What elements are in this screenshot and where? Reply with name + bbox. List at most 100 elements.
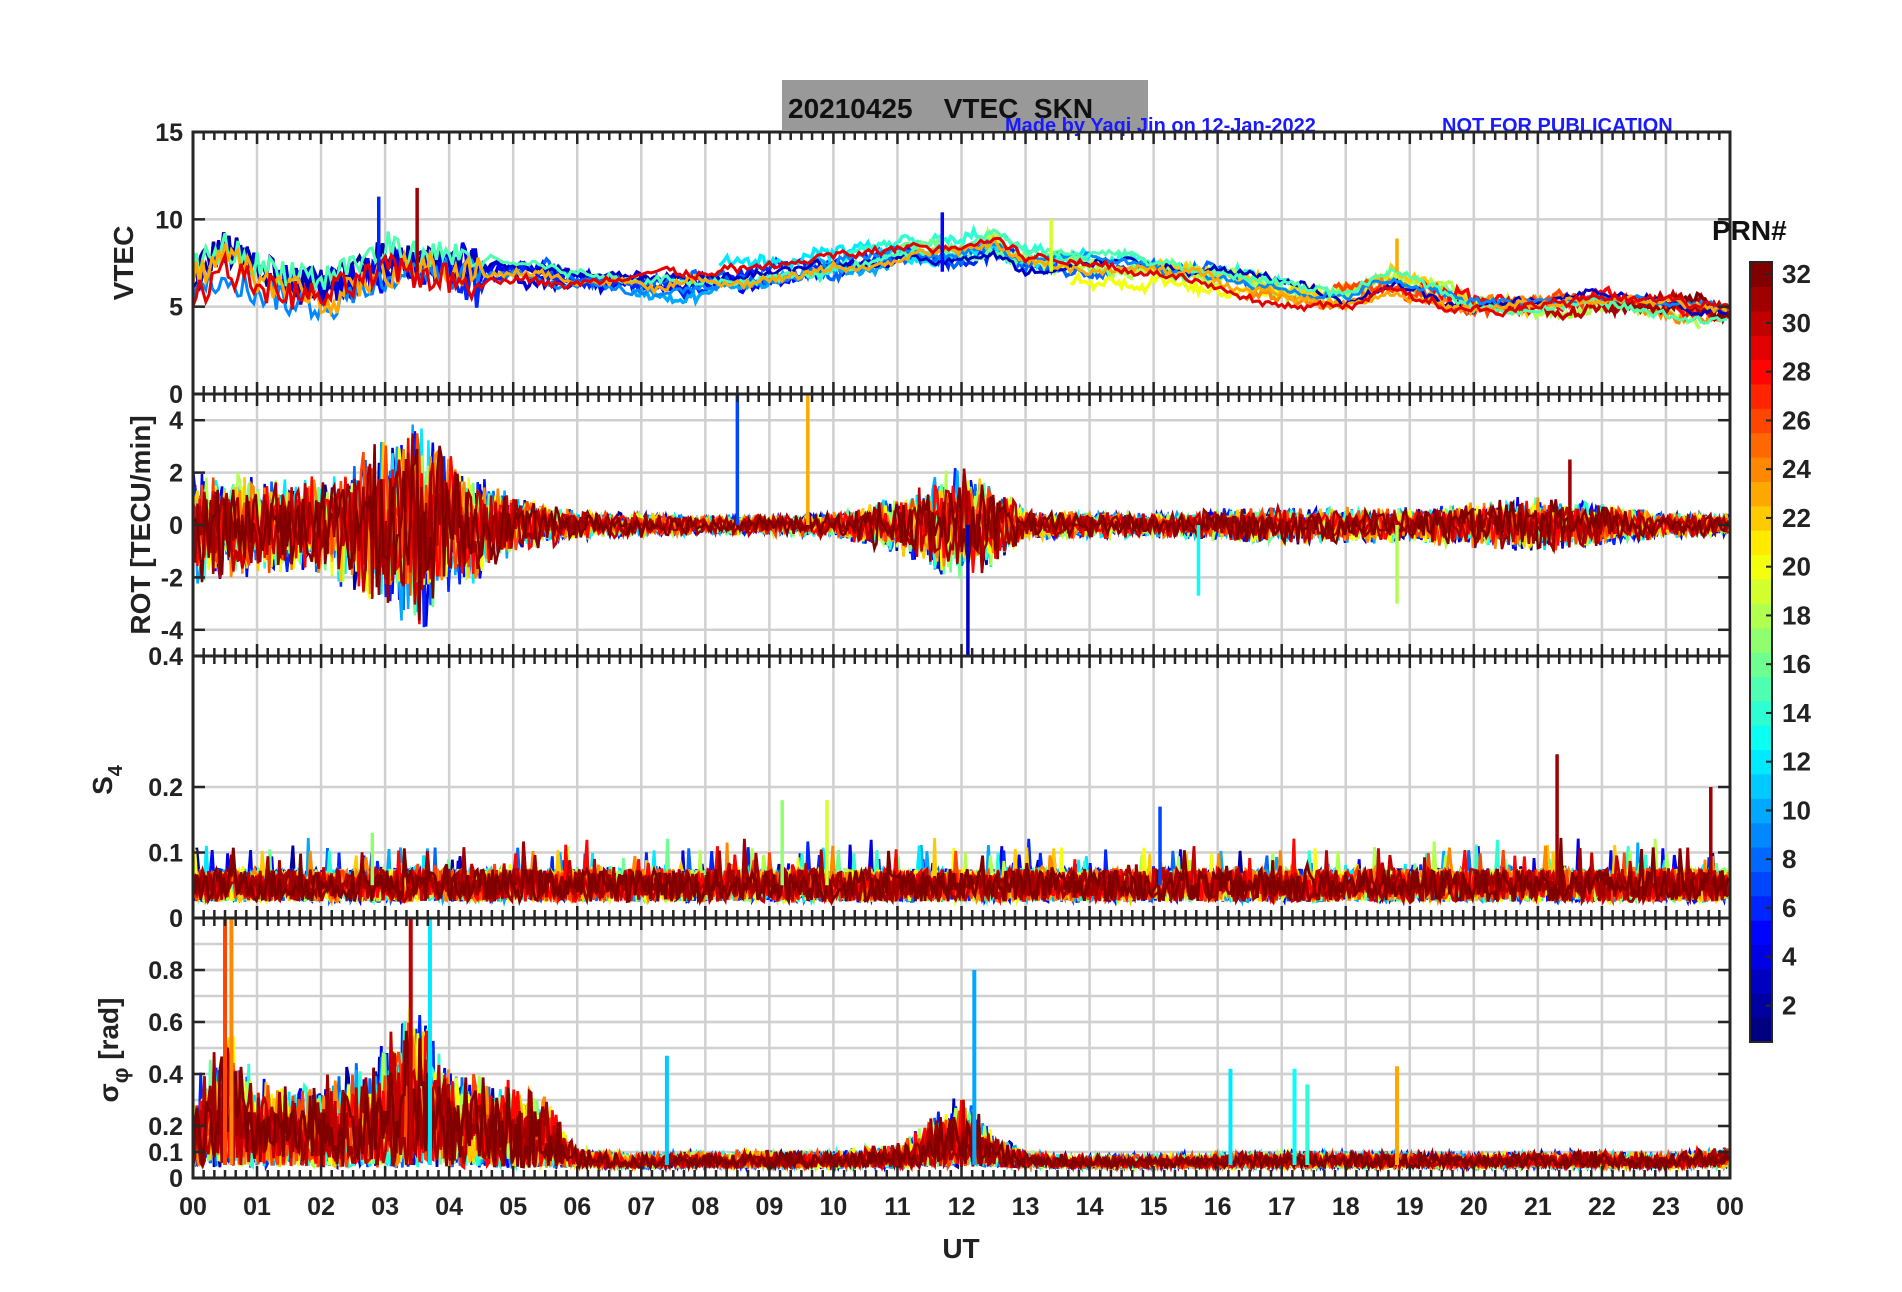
colorbar-segment (1750, 773, 1772, 799)
panel-vtec: 0 5 10 15 (155, 119, 1732, 409)
x-tick-label: 20 (1460, 1193, 1488, 1221)
data-traces (193, 918, 1730, 1174)
x-tick-label: 17 (1268, 1193, 1296, 1221)
ylabel-sigma: σφ [rad] (93, 998, 133, 1103)
x-tick-label: 14 (1076, 1193, 1104, 1221)
y-tick-label: 0.6 (148, 1009, 183, 1037)
x-tick-label: 23 (1652, 1193, 1680, 1221)
ylabel-vtec: VTEC (108, 226, 139, 301)
colorbar-tick-label: 6 (1782, 893, 1796, 923)
colorbar-tick-label: 24 (1782, 454, 1811, 484)
colorbar-segment (1750, 359, 1772, 385)
y-tick-label: 10 (155, 206, 183, 234)
colorbar-tick-label: 26 (1782, 405, 1811, 435)
ylabel-rot: ROT [TECU/min] (125, 415, 156, 634)
data-traces (193, 187, 1730, 330)
x-tick-label: 09 (755, 1193, 783, 1221)
data-traces (193, 394, 1730, 656)
rot-trace-prn32 (193, 444, 1729, 621)
x-tick-label: 19 (1396, 1193, 1424, 1221)
x-tick-label: 05 (499, 1193, 527, 1221)
x-tick-label: 12 (948, 1193, 976, 1221)
colorbar-segment (1750, 652, 1772, 677)
colorbar-segment (1750, 725, 1772, 751)
colorbar-segment (1750, 968, 1772, 994)
x-tick-label: 18 (1332, 1193, 1360, 1221)
y-tick-label: 0 (169, 381, 183, 409)
colorbar-segment (1750, 554, 1772, 580)
x-tick-label: 10 (820, 1193, 848, 1221)
colorbar-segment (1750, 749, 1772, 775)
colorbar-tick-label: 22 (1782, 503, 1811, 533)
x-tick-label: 02 (307, 1193, 335, 1221)
x-tick-label: 11 (884, 1193, 911, 1221)
y-tick-label: 0.2 (148, 774, 183, 802)
colorbar-segment (1750, 1017, 1772, 1043)
colorbar-segment (1750, 383, 1772, 409)
colorbar-segment (1750, 627, 1772, 653)
colorbar-segment (1750, 310, 1772, 336)
colorbar-segment (1750, 286, 1772, 312)
x-tick-label: 00 (179, 1193, 207, 1221)
y-tick-label: 15 (155, 119, 183, 147)
colorbar-segment (1750, 481, 1772, 507)
y-tick-label: 4 (169, 407, 183, 435)
colorbar-segment (1750, 457, 1772, 482)
y-tick-label: -4 (161, 617, 183, 645)
colorbar-tick-label: 14 (1782, 698, 1811, 728)
x-tick-label: 06 (563, 1193, 591, 1221)
credit-text: Made by Yaqi Jin on 12-Jan-2022 (1005, 115, 1316, 137)
chart-title: 20210425 VTEC SKN (788, 93, 1093, 124)
x-tick-label: 15 (1140, 1193, 1168, 1221)
s4-trace-prn32 (193, 837, 1730, 907)
x-tick-label: 00 (1716, 1193, 1744, 1221)
xlabel: UT (942, 1233, 979, 1264)
y-tick-label: 0.8 (148, 957, 183, 985)
y-tick-label: 0.4 (148, 643, 183, 671)
colorbar-tick-label: 8 (1782, 844, 1796, 874)
y-tick-label: 0.2 (148, 1113, 183, 1141)
x-tick-label: 22 (1588, 1193, 1616, 1221)
ylabel-sigma-text: σφ [rad] (93, 998, 133, 1103)
colorbar-tick-label: 18 (1782, 600, 1811, 630)
x-tick-label: 16 (1204, 1193, 1232, 1221)
y-tick-label: -2 (161, 564, 183, 592)
x-tick-labels: 00 01 02 03 04 05 06 07 08 09 10 11 12 13 14 15 16 17 18 19… (179, 1193, 1744, 1221)
colorbar-segment (1750, 335, 1772, 361)
sigma-trace-prn32 (193, 1030, 1730, 1174)
colorbar-segment (1750, 871, 1772, 897)
x-tick-label: 01 (243, 1193, 271, 1221)
y-tick-label: 0 (169, 905, 183, 933)
x-tick-label: 07 (627, 1193, 655, 1221)
colorbar-segment (1750, 798, 1772, 824)
x-tick-label: 04 (435, 1193, 463, 1221)
y-tick-label: 0.4 (148, 1061, 183, 1089)
y-tick-label: 0 (169, 512, 183, 540)
colorbar-segment (1750, 920, 1772, 946)
x-tick-label: 13 (1012, 1193, 1040, 1221)
y-tick-label: 5 (169, 294, 183, 322)
title-banner (782, 80, 1148, 130)
vtec-trace-prn29 (193, 236, 1727, 318)
x-tick-label: 03 (371, 1193, 399, 1221)
y-tick-label: 0.1 (148, 1139, 183, 1167)
ylabel-s4: S4 (87, 764, 127, 795)
x-tick-label: 21 (1524, 1193, 1552, 1221)
panel-s4: 0 0.1 0.2 0.4 (148, 643, 1732, 933)
colorbar-segment (1750, 822, 1772, 848)
colorbar-tick-label: 12 (1782, 747, 1811, 777)
ylabel-s4-text: S4 (87, 764, 127, 795)
y-tick-label: 0.1 (148, 840, 183, 868)
y-tick-label: 2 (169, 460, 183, 488)
panel-rot: -4 -2 0 2 4 (161, 392, 1732, 658)
colorbar-segment (1750, 847, 1772, 872)
colorbar-title: PRN# (1712, 215, 1787, 246)
colorbar-segment (1750, 578, 1772, 604)
notice-text: NOT FOR PUBLICATION (1442, 115, 1673, 137)
colorbar-tick-label: 4 (1782, 942, 1797, 972)
colorbar-segment (1750, 530, 1772, 556)
colorbar-segment (1750, 993, 1772, 1019)
colorbar-tick-label: 28 (1782, 357, 1811, 387)
colorbar-segment (1750, 432, 1772, 458)
